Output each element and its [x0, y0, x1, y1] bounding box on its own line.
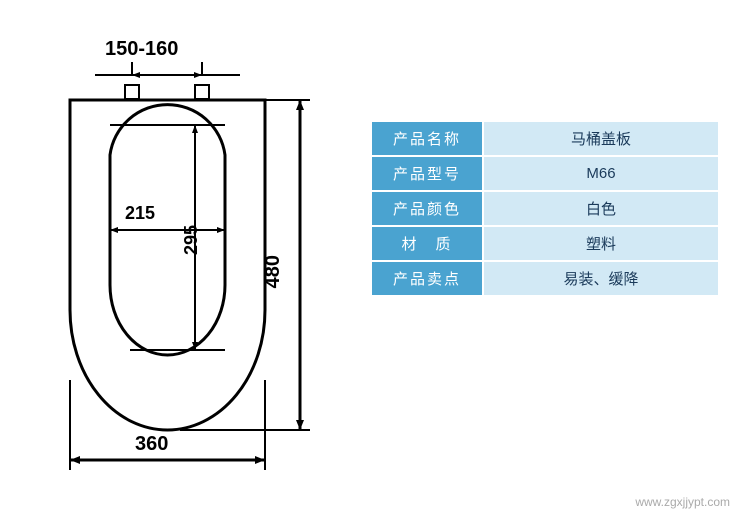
table-row: 材 质塑料: [372, 227, 718, 260]
spec-label: 材 质: [372, 227, 482, 260]
watermark: www.zgxjjypt.com: [635, 495, 730, 509]
spec-label: 产品名称: [372, 122, 482, 155]
spec-label: 产品颜色: [372, 192, 482, 225]
dim-inner-width: 215: [125, 203, 155, 224]
toilet-seat-diagram: [0, 0, 350, 500]
table-row: 产品型号M66: [372, 157, 718, 190]
spec-table-area: 产品名称马桶盖板产品型号M66产品颜色白色材 质塑料产品卖点易装、缓降: [350, 0, 750, 519]
diagram-area: 150-160 215 295 480 360: [0, 0, 350, 519]
table-row: 产品颜色白色: [372, 192, 718, 225]
spec-value: 塑料: [484, 227, 718, 260]
spec-value: M66: [484, 157, 718, 190]
spec-label: 产品卖点: [372, 262, 482, 295]
spec-label: 产品型号: [372, 157, 482, 190]
spec-table: 产品名称马桶盖板产品型号M66产品颜色白色材 质塑料产品卖点易装、缓降: [370, 120, 720, 297]
spec-value: 易装、缓降: [484, 262, 718, 295]
dim-outer-height: 480: [262, 255, 285, 288]
spec-value: 马桶盖板: [484, 122, 718, 155]
spec-value: 白色: [484, 192, 718, 225]
dim-top-mount: 150-160: [105, 38, 178, 61]
table-row: 产品名称马桶盖板: [372, 122, 718, 155]
dim-inner-height: 295: [181, 225, 202, 255]
main-container: 150-160 215 295 480 360 产品名称马桶盖板产品型号M66产…: [0, 0, 750, 519]
dim-outer-width: 360: [135, 433, 168, 456]
table-row: 产品卖点易装、缓降: [372, 262, 718, 295]
